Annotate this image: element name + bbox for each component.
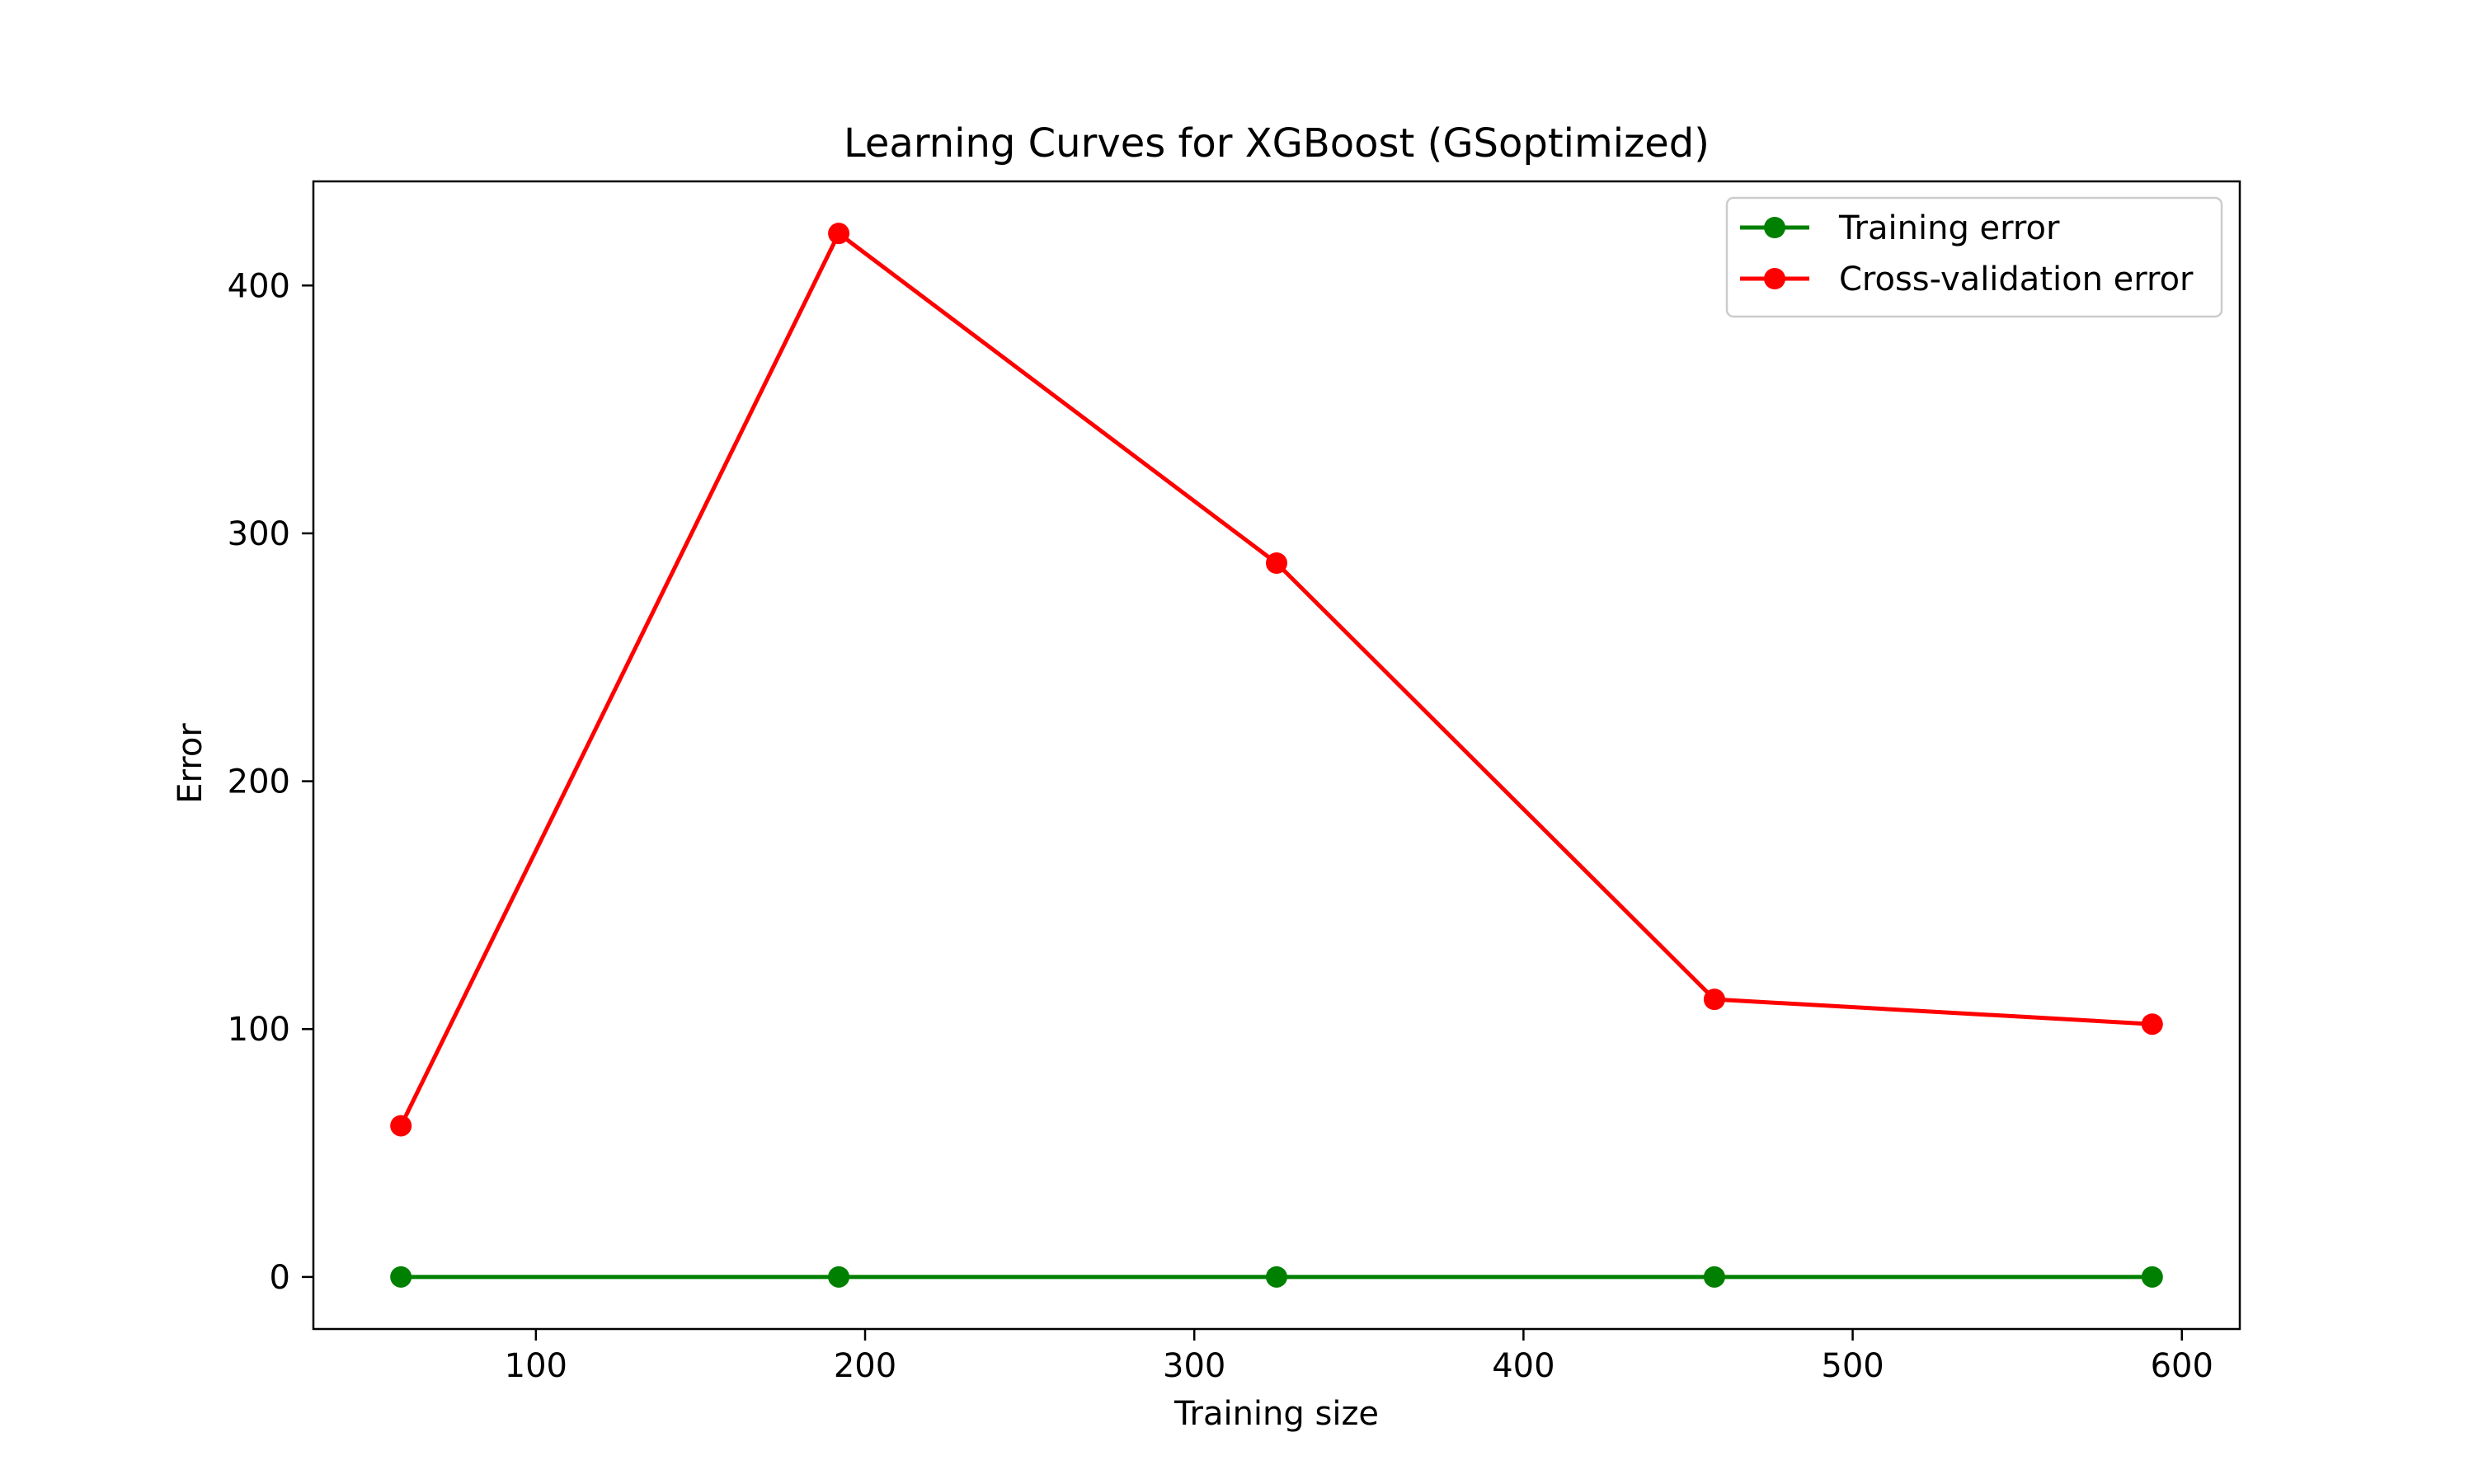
training-error-point: [2141, 1266, 2163, 1288]
cross-validation-error-point: [390, 1115, 412, 1137]
chart-title: Learning Curves for XGBoost (GSoptimized…: [844, 120, 1710, 167]
cross-validation-error-point: [2141, 1013, 2163, 1036]
y-axis-ticks: 0 100 200 300 400: [228, 267, 313, 1297]
y-tick-label: 300: [228, 515, 290, 553]
x-tick-label: 300: [1163, 1347, 1225, 1385]
y-tick-label: 400: [228, 267, 290, 305]
x-axis-label: Training size: [1174, 1395, 1379, 1433]
training-error-point: [1703, 1266, 1725, 1288]
training-error-point: [1266, 1266, 1287, 1288]
training-error-point: [390, 1266, 412, 1288]
legend-box: [1725, 196, 2223, 318]
cross-validation-error-point: [828, 223, 850, 245]
legend: Training error Cross-validation error: [1725, 196, 2223, 318]
series-layer: [390, 223, 2163, 1288]
cross-validation-error-legend-marker: [1764, 268, 1785, 289]
cross-validation-error-point: [1266, 552, 1287, 574]
cross-validation-error-line: [398, 231, 2152, 1127]
training-error-legend-marker: [1764, 217, 1785, 238]
x-axis-ticks: 100 200 300 400 500 600: [505, 1329, 2213, 1385]
y-axis-label: Error: [172, 723, 209, 804]
legend-label: Training error: [1838, 209, 2060, 247]
x-tick-label: 400: [1492, 1347, 1554, 1385]
y-tick-label: 0: [270, 1259, 290, 1297]
training-error-point: [828, 1266, 850, 1288]
x-tick-label: 100: [505, 1347, 567, 1385]
x-tick-label: 600: [2151, 1347, 2213, 1385]
cross-validation-error-point: [1703, 989, 1725, 1011]
x-tick-label: 500: [1821, 1347, 1884, 1385]
y-tick-label: 200: [228, 763, 290, 801]
x-tick-label: 200: [834, 1347, 896, 1385]
y-tick-label: 100: [228, 1011, 290, 1049]
plot-frame: [312, 180, 2241, 1331]
legend-label: Cross-validation error: [1839, 261, 2194, 298]
